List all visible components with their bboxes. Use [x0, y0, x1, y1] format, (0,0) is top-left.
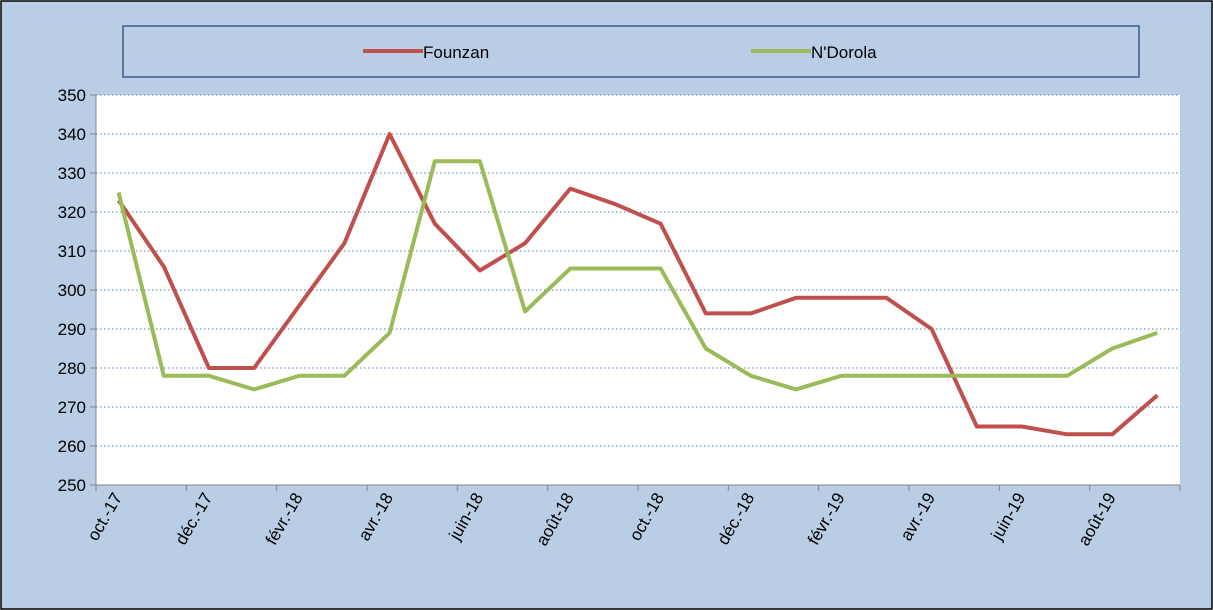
y-tick-label: 280: [58, 359, 86, 378]
line-series: [116, 132, 1159, 437]
y-tick-label: 270: [58, 398, 86, 417]
y-tick-label: 330: [58, 164, 86, 183]
y-tick-label: 310: [58, 242, 86, 261]
legend-label: Founzan: [423, 43, 489, 62]
y-tick-label: 250: [58, 476, 86, 495]
y-tick-label: 290: [58, 320, 86, 339]
y-tick-label: 300: [58, 281, 86, 300]
y-tick-label: 260: [58, 437, 86, 456]
legend-box: [122, 25, 1140, 78]
y-tick-label: 350: [58, 86, 86, 105]
y-tick-label: 340: [58, 125, 86, 144]
y-tick-label: 320: [58, 203, 86, 222]
line-series: [116, 159, 1159, 392]
legend-label: N'Dorola: [811, 43, 877, 62]
